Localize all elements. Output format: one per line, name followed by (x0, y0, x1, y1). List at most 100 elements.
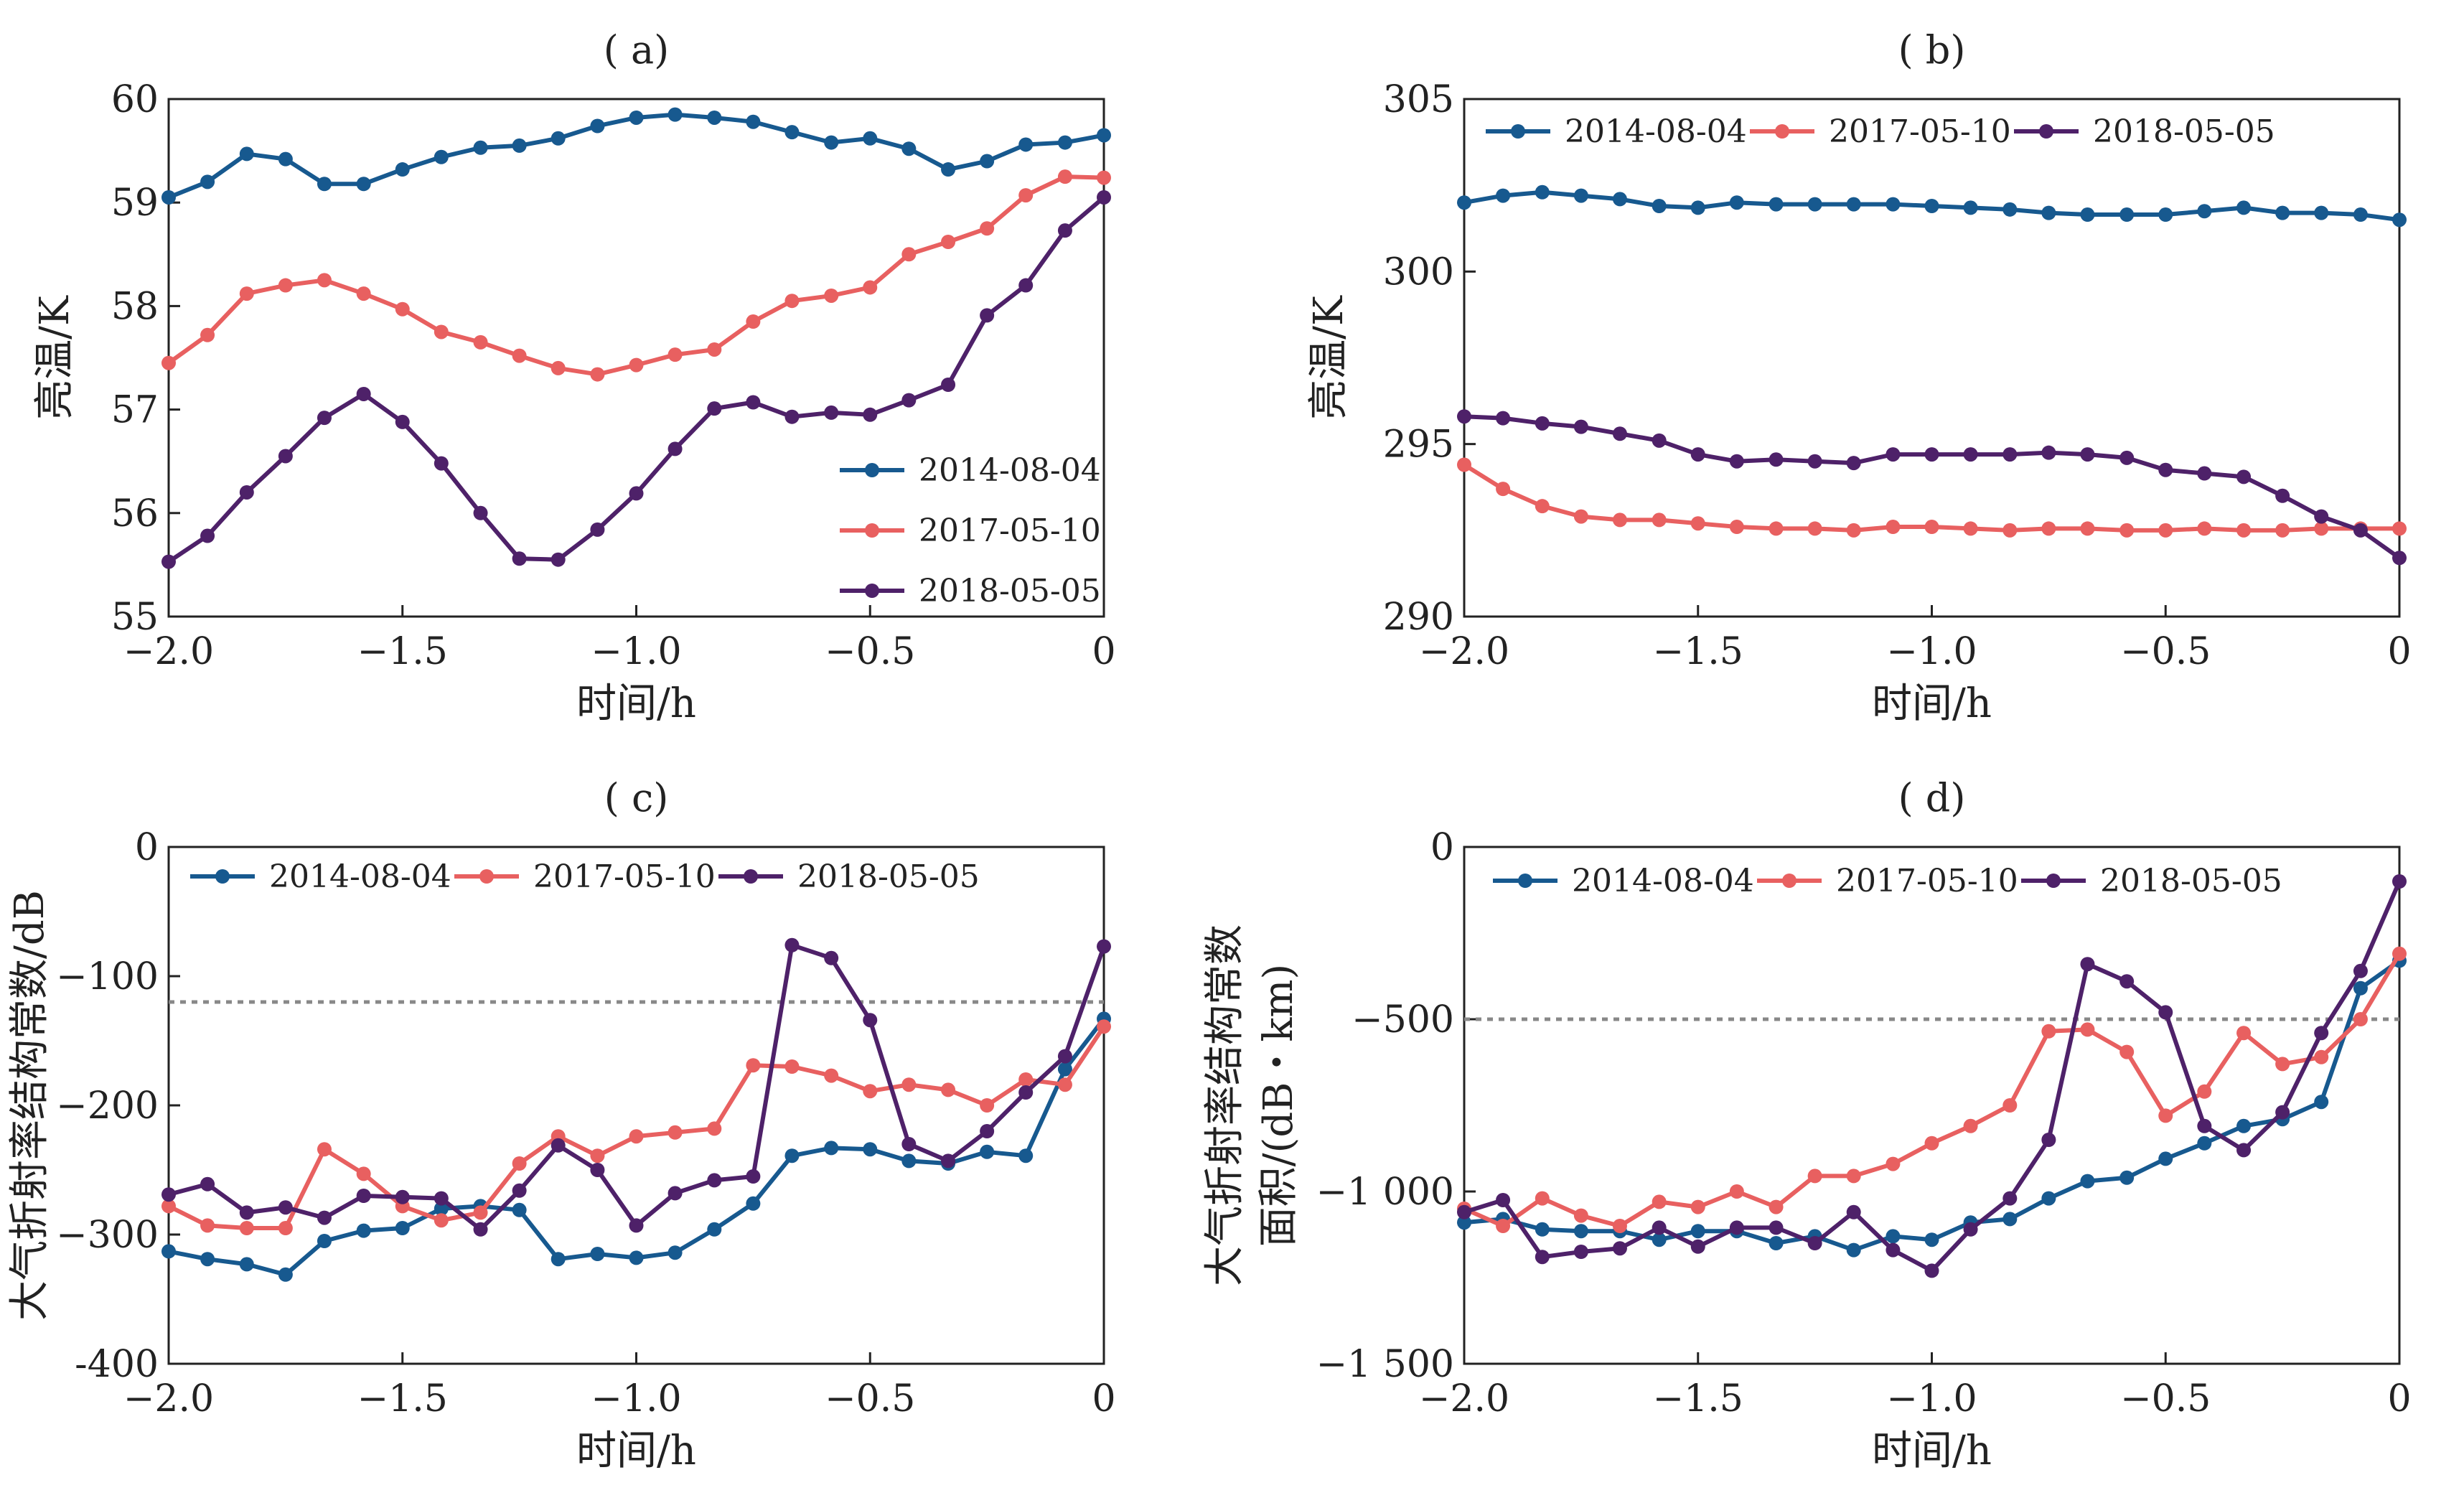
data-point-2018-05-05 (551, 552, 566, 567)
data-point-2014-08-04 (2041, 205, 2056, 220)
data-point-2018-05-05 (1457, 409, 1471, 424)
data-point-2018-05-05 (1057, 223, 1072, 238)
data-point-2014-08-04 (1612, 192, 1627, 207)
data-point-2014-08-04 (239, 146, 254, 161)
data-point-2014-08-04 (317, 1234, 332, 1248)
data-point-2018-05-05 (1846, 456, 1861, 471)
panel-label: ( a) (604, 27, 670, 72)
data-point-2014-08-04 (2041, 1191, 2056, 1206)
data-point-2017-05-10 (1057, 1077, 1072, 1092)
data-point-2014-08-04 (200, 174, 215, 189)
x-tick-label: 0 (1092, 1377, 1115, 1420)
data-point-2018-05-05 (824, 950, 839, 965)
legend-marker (1775, 124, 1789, 139)
data-point-2018-05-05 (434, 1191, 449, 1206)
data-point-2014-08-04 (746, 114, 761, 129)
x-tick-label: −1.5 (357, 1377, 448, 1420)
data-point-2014-08-04 (2197, 1136, 2212, 1151)
data-point-2017-05-10 (667, 1125, 683, 1140)
data-point-2018-05-05 (1690, 447, 1705, 462)
data-point-2014-08-04 (863, 131, 878, 146)
data-point-2014-08-04 (746, 1196, 761, 1211)
data-point-2018-05-05 (2002, 447, 2018, 462)
data-point-2014-08-04 (1018, 1148, 1034, 1163)
panel-label: ( c) (604, 775, 669, 820)
x-axis-title: 时间/h (576, 1428, 696, 1474)
x-tick-label: −0.5 (2120, 1377, 2211, 1420)
y-tick-label: 58 (111, 285, 159, 328)
data-point-2018-05-05 (2119, 450, 2135, 465)
data-point-2014-08-04 (1652, 199, 1667, 214)
legend-label: 2017-05-10 (533, 858, 716, 895)
data-point-2018-05-05 (746, 395, 761, 410)
data-point-2017-05-10 (317, 1142, 332, 1157)
data-point-2014-08-04 (2002, 202, 2018, 217)
data-point-2018-05-05 (1573, 1245, 1588, 1259)
data-point-2014-08-04 (551, 1252, 566, 1267)
data-point-2014-08-04 (863, 1142, 878, 1157)
data-point-2017-05-10 (629, 1129, 644, 1144)
data-point-2017-05-10 (2197, 1084, 2212, 1099)
data-point-2017-05-10 (2236, 1026, 2252, 1041)
data-point-2014-08-04 (667, 107, 683, 122)
data-point-2017-05-10 (901, 1077, 917, 1092)
data-point-2018-05-05 (667, 1186, 683, 1201)
panel-label: ( d) (1898, 775, 1966, 820)
data-point-2018-05-05 (239, 484, 254, 500)
data-point-2014-08-04 (2119, 207, 2135, 223)
data-point-2018-05-05 (1535, 416, 1550, 431)
data-point-2018-05-05 (434, 456, 449, 471)
data-point-2018-05-05 (1924, 1263, 1939, 1278)
data-point-2014-08-04 (2080, 207, 2095, 223)
data-point-2018-05-05 (1097, 189, 1111, 205)
y-tick-label: 300 (1383, 250, 1454, 294)
y-axis-title: 大气折射率结构常数 (1201, 924, 1248, 1286)
x-tick-label: −1.5 (1653, 1377, 1743, 1420)
data-point-2014-08-04 (629, 1250, 644, 1265)
data-point-2018-05-05 (2041, 1133, 2056, 1147)
data-point-2018-05-05 (356, 1189, 371, 1203)
data-point-2018-05-05 (2158, 462, 2173, 477)
series-line-2018-05-05 (1463, 880, 2402, 1273)
data-point-2014-08-04 (1729, 195, 1744, 210)
y-tick-label: −1 000 (1316, 1171, 1454, 1214)
x-tick-label: −1.0 (1886, 1377, 1977, 1420)
data-point-2018-05-05 (590, 1163, 605, 1177)
data-point-2014-08-04 (590, 118, 605, 134)
y-tick-label: 290 (1383, 596, 1454, 639)
data-point-2018-05-05 (2353, 523, 2368, 538)
legend-label: 2018-05-05 (2093, 113, 2275, 150)
data-point-2018-05-05 (512, 551, 527, 566)
y-tick-label: −100 (56, 955, 159, 998)
data-point-2017-05-10 (629, 357, 644, 373)
y-axis-title: 大气折射率结构常数/dB (6, 890, 53, 1321)
data-point-2017-05-10 (1457, 457, 1471, 472)
data-point-2017-05-10 (2392, 946, 2407, 961)
data-point-2018-05-05 (1097, 939, 1111, 954)
data-point-2018-05-05 (1652, 433, 1667, 448)
data-point-2017-05-10 (239, 286, 254, 301)
data-point-2018-05-05 (863, 1013, 878, 1028)
data-point-2017-05-10 (1690, 1199, 1705, 1214)
data-point-2014-08-04 (2197, 204, 2212, 219)
data-point-2017-05-10 (239, 1221, 254, 1235)
data-point-2017-05-10 (473, 334, 488, 350)
legend-label: 2018-05-05 (2100, 863, 2282, 899)
x-axis-title: 时间/h (576, 680, 696, 727)
data-point-2014-08-04 (512, 1202, 527, 1217)
data-point-2018-05-05 (356, 386, 371, 401)
data-point-2017-05-10 (2041, 1024, 2056, 1039)
data-point-2018-05-05 (1018, 1085, 1034, 1100)
data-point-2014-08-04 (707, 110, 722, 125)
data-point-2017-05-10 (1963, 521, 1978, 536)
data-point-2018-05-05 (1057, 1049, 1072, 1064)
data-point-2014-08-04 (1057, 1062, 1072, 1077)
data-point-2018-05-05 (1807, 454, 1822, 469)
data-point-2014-08-04 (161, 1244, 176, 1259)
data-point-2014-08-04 (551, 131, 566, 146)
data-point-2018-05-05 (941, 377, 956, 392)
x-tick-label: −1.0 (591, 1377, 681, 1420)
data-point-2018-05-05 (2197, 1118, 2212, 1133)
data-point-2017-05-10 (1807, 521, 1822, 536)
data-point-2014-08-04 (2002, 1212, 2018, 1227)
